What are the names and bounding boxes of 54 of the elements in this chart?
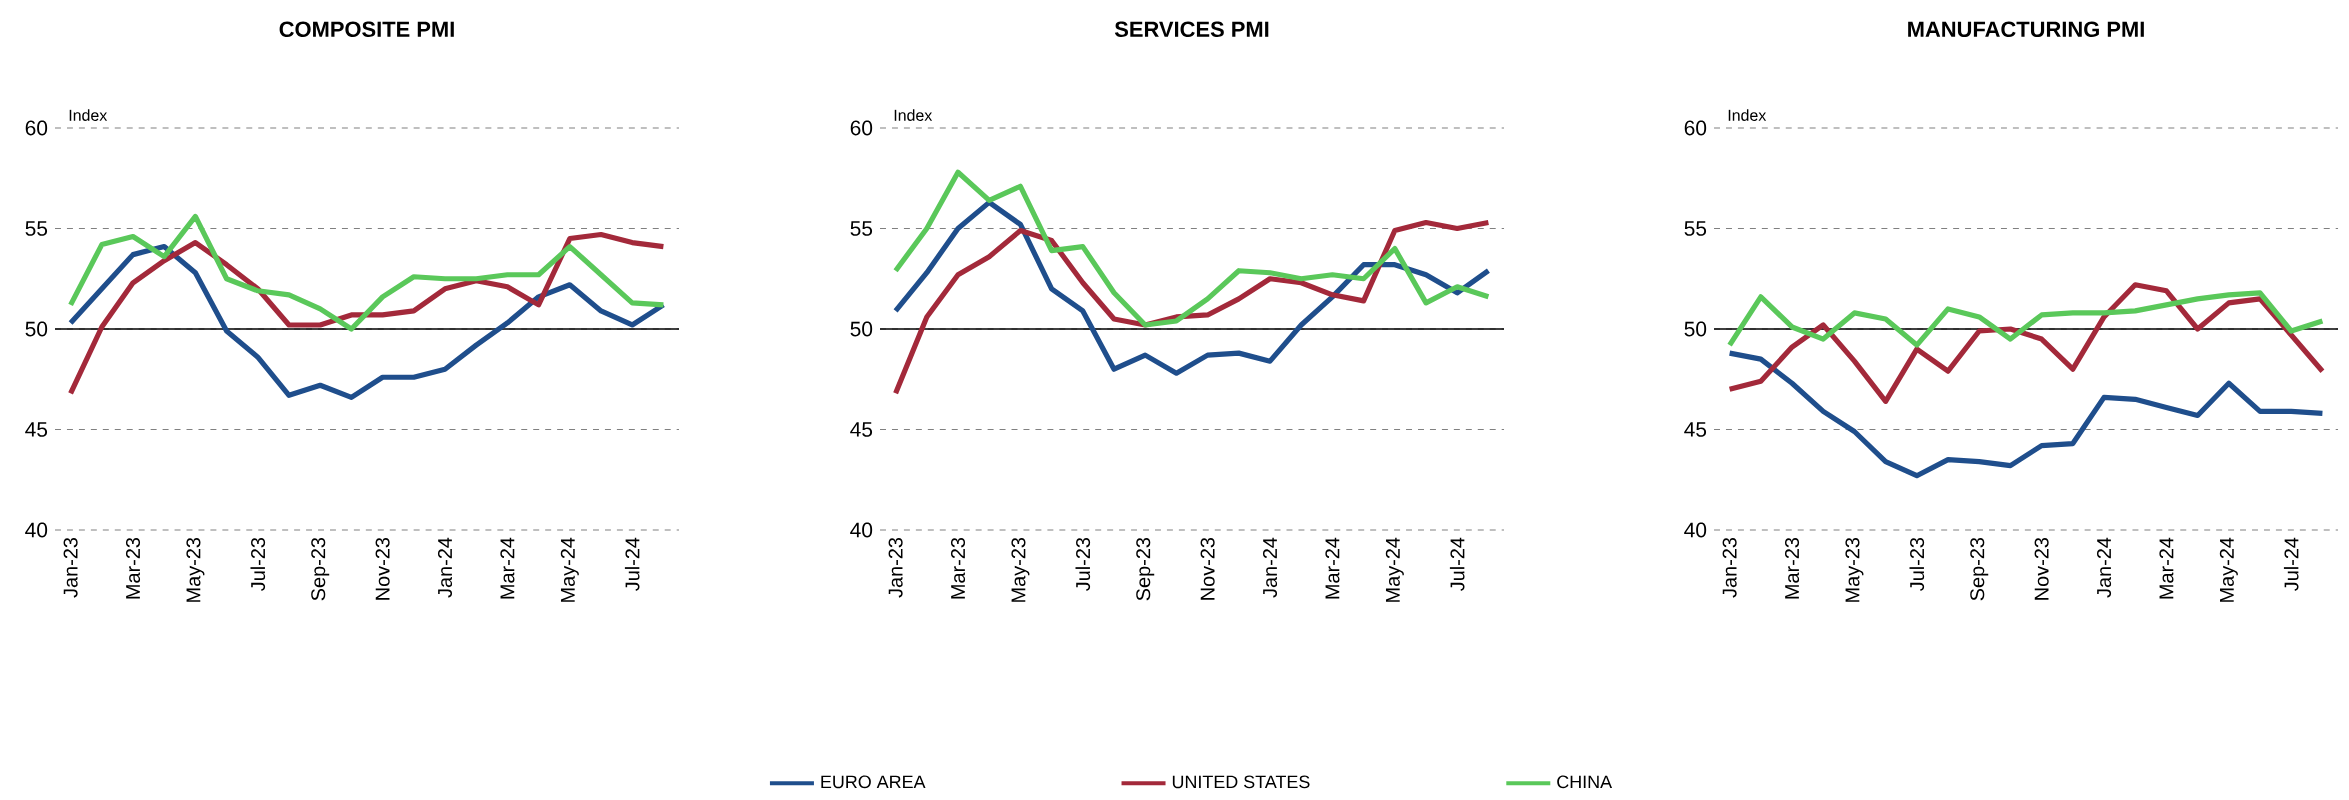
y-tick-label: 40 (25, 522, 48, 538)
x-tick-label: Nov-23 (1200, 537, 1215, 600)
x-tick-label: Mar-24 (500, 537, 515, 599)
x-tick-label: Nov-23 (2034, 537, 2049, 600)
x-tick-label: Jul-24 (624, 537, 640, 591)
x-tick-label: Jul-24 (1449, 537, 1465, 591)
legend-label: UNITED STATES (1172, 775, 1310, 789)
y-axis-title: Index (894, 109, 933, 121)
x-tick-label: Jan-24 (437, 537, 453, 598)
x-tick-label: May-24 (560, 537, 579, 602)
x-tick-label: Sep-23 (1970, 537, 1989, 601)
legend-label: CHINA (1557, 775, 1613, 789)
y-tick-label: 40 (850, 522, 873, 538)
x-tick-label: Nov-23 (375, 537, 390, 600)
chart-title: SERVICES PMI (1114, 21, 1269, 38)
x-tick-label: Jan-23 (888, 537, 903, 598)
x-tick-label: Jul-23 (1909, 537, 1925, 591)
y-tick-label: 50 (25, 321, 48, 337)
x-tick-label: Sep-23 (311, 537, 330, 601)
x-tick-label: Mar-24 (2159, 537, 2174, 599)
chart-title: COMPOSITE PMI (279, 21, 454, 38)
x-tick-label: May-24 (1385, 537, 1404, 602)
x-tick-label: Mar-24 (1325, 537, 1340, 599)
y-axis-title: Index (1728, 109, 1767, 121)
x-tick-label: Sep-23 (1136, 537, 1155, 601)
legend-label: EURO AREA (821, 775, 926, 789)
x-tick-label: Jan-23 (63, 537, 78, 598)
y-tick-label: 55 (1684, 221, 1707, 236)
x-tick-label: Jan-24 (1262, 537, 1278, 598)
x-tick-label: Mar-23 (125, 537, 141, 599)
x-tick-label: May-23 (1845, 537, 1864, 602)
x-tick-label: Jul-23 (250, 537, 266, 591)
y-tick-label: 60 (850, 120, 873, 136)
x-tick-label: May-23 (186, 537, 205, 602)
y-tick-label: 50 (850, 321, 873, 337)
x-tick-label: May-24 (2219, 537, 2238, 602)
y-tick-label: 50 (1684, 321, 1707, 337)
x-tick-label: Jul-24 (2283, 537, 2299, 591)
y-tick-label: 55 (25, 221, 48, 236)
y-tick-label: 60 (1684, 120, 1707, 136)
x-tick-label: Jul-23 (1075, 537, 1091, 591)
x-tick-label: Jan-23 (1722, 537, 1737, 598)
x-tick-label: May-23 (1011, 537, 1030, 602)
y-tick-label: 45 (1684, 422, 1707, 437)
y-tick-label: 40 (1684, 522, 1707, 538)
y-tick-label: 60 (25, 120, 48, 136)
y-tick-label: 45 (850, 422, 873, 437)
y-tick-label: 55 (850, 221, 873, 236)
chart-title: MANUFACTURING PMI (1908, 21, 2144, 38)
y-axis-title: Index (69, 109, 108, 121)
y-tick-label: 45 (25, 422, 48, 437)
x-tick-label: Mar-23 (950, 537, 966, 599)
x-tick-label: Jan-24 (2096, 537, 2112, 598)
x-tick-label: Mar-23 (1784, 537, 1800, 599)
